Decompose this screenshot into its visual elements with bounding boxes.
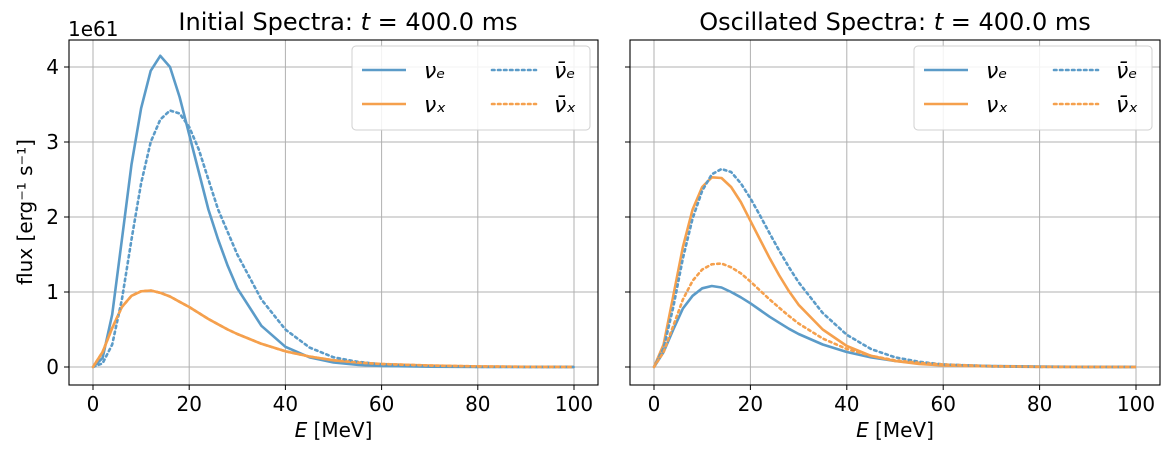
x-axis-label: E [MeV] <box>295 418 373 442</box>
x-axis-var: E <box>295 418 308 442</box>
x-tick-label: 0 <box>648 392 661 416</box>
x-tick-label: 80 <box>1027 392 1052 416</box>
y-tick-label: 2 <box>46 205 59 229</box>
x-tick-label: 60 <box>930 392 955 416</box>
title-time-var: t <box>361 8 372 36</box>
title-prefix: Oscillated Spectra: <box>699 8 933 36</box>
legend-label: ν̄ₑ <box>554 59 575 84</box>
x-axis-unit: [MeV] <box>869 418 934 442</box>
x-axis-label: E [MeV] <box>856 418 934 442</box>
legend-box <box>351 45 591 131</box>
tick-labels: 0 20 40 60 80 100 0 1 2 3 4 <box>46 55 593 416</box>
series-line-1 <box>652 176 1137 369</box>
x-tick-label: 100 <box>555 392 593 416</box>
legend-label: ν̄ₓ <box>1116 93 1138 118</box>
x-tick-label: 20 <box>738 392 763 416</box>
x-axis-var: E <box>856 418 869 442</box>
initial-spectra-title: Initial Spectra: t = 400.0 ms <box>178 8 517 36</box>
legend-label: νₓ <box>424 93 446 118</box>
series-line-2 <box>652 167 1138 369</box>
series-line-0 <box>652 284 1136 369</box>
title-time-value: = 400.0 ms <box>943 8 1091 36</box>
series-line-0 <box>92 54 574 369</box>
axes-frame <box>629 39 1161 386</box>
y-axis-label: flux [erg⁻¹ s⁻¹] <box>13 139 37 285</box>
oscillated-spectra-panel: Oscillated Spectra: t = 400.0 ms 0 20 40 60… <box>625 8 1161 442</box>
title-time-var: t <box>934 8 945 36</box>
y-tick-label: 1 <box>46 280 59 304</box>
grid <box>630 40 1160 385</box>
title-prefix: Initial Spectra: <box>178 8 360 36</box>
x-tick-label: 60 <box>369 392 394 416</box>
legend-label: νₓ <box>986 93 1008 118</box>
legend-label: νₑ <box>986 59 1007 84</box>
series-line-1 <box>91 289 575 369</box>
tick-labels: 0 20 40 60 80 100 <box>625 66 1155 416</box>
legend: νₑ νₓ ν̄ₑ ν̄ₓ <box>351 45 591 131</box>
y-tick-label: 4 <box>46 55 59 79</box>
x-tick-label: 80 <box>465 392 490 416</box>
series-lines <box>652 167 1138 369</box>
y-multiplier: 1e61 <box>68 17 118 41</box>
legend-box <box>913 45 1153 131</box>
oscillated-spectra-title: Oscillated Spectra: t = 400.0 ms <box>699 8 1090 36</box>
legend-label: ν̄ₑ <box>1116 59 1137 84</box>
x-tick-label: 100 <box>1117 392 1155 416</box>
series-line-3 <box>91 289 576 369</box>
series-line-3 <box>652 262 1138 369</box>
x-axis-unit: [MeV] <box>307 418 372 442</box>
initial-spectra-panel: Initial Spectra: t = 400.0 ms 0 20 40 60 80 1… <box>46 8 599 442</box>
legend: νₑ νₓ ν̄ₑ ν̄ₓ <box>913 45 1153 131</box>
legend-label: νₑ <box>424 59 445 84</box>
x-tick-label: 40 <box>273 392 298 416</box>
series-lines <box>91 54 576 369</box>
y-tick-label: 3 <box>46 130 59 154</box>
y-tick-label: 0 <box>46 355 59 379</box>
title-time-value: = 400.0 ms <box>370 8 518 36</box>
x-tick-label: 40 <box>834 392 859 416</box>
x-tick-label: 0 <box>87 392 100 416</box>
x-tick-label: 20 <box>176 392 201 416</box>
series-line-2 <box>91 109 576 369</box>
legend-label: ν̄ₓ <box>554 93 576 118</box>
axes-frame <box>68 39 599 386</box>
